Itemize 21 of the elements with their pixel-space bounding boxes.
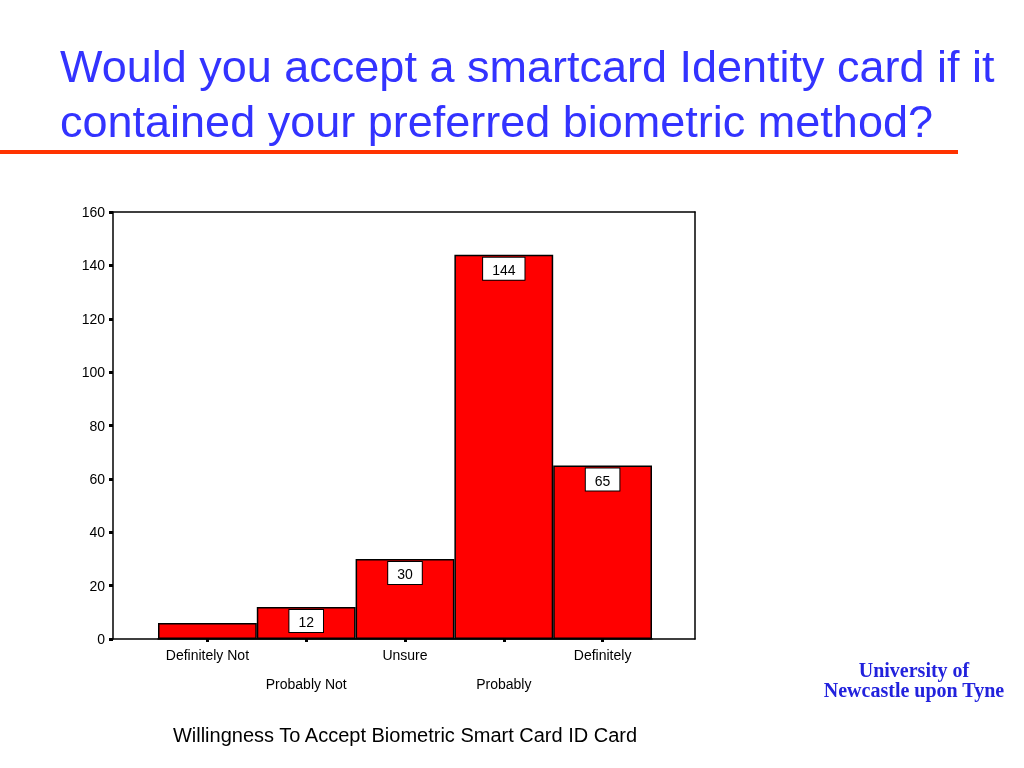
text: University of Newcastle upon Tyne xyxy=(822,659,1006,701)
data-label: 144 xyxy=(492,261,516,278)
y-tick-label: 0 xyxy=(97,631,106,647)
data-label: 30 xyxy=(397,565,413,582)
x-tick-label: Definitely xyxy=(573,647,632,663)
x-tick-label: Probably xyxy=(476,676,532,692)
y-tick-label: 120 xyxy=(81,310,106,327)
y-tick-label: 100 xyxy=(81,364,106,381)
y-tick-label: 20 xyxy=(89,577,106,594)
x-axis-title: Willingness To Accept Biometric Smart Card ID Card xyxy=(172,724,638,746)
x-tick-label: Definitely Not xyxy=(165,647,250,663)
y-tick-label: 40 xyxy=(89,524,106,541)
x-tick-label: Probably Not xyxy=(265,676,347,692)
chart-title: Would you accept a smartcard Identity card if it contained your preferred biometric method? xyxy=(60,41,1008,147)
y-tick-label: 80 xyxy=(89,417,106,434)
x-tick-label: Unsure xyxy=(382,647,428,663)
data-label: 65 xyxy=(594,472,611,489)
y-tick-label: 160 xyxy=(81,204,106,220)
y-tick-label: 140 xyxy=(81,257,106,274)
data-label: 12 xyxy=(298,613,315,630)
y-tick-label: 60 xyxy=(89,470,106,487)
